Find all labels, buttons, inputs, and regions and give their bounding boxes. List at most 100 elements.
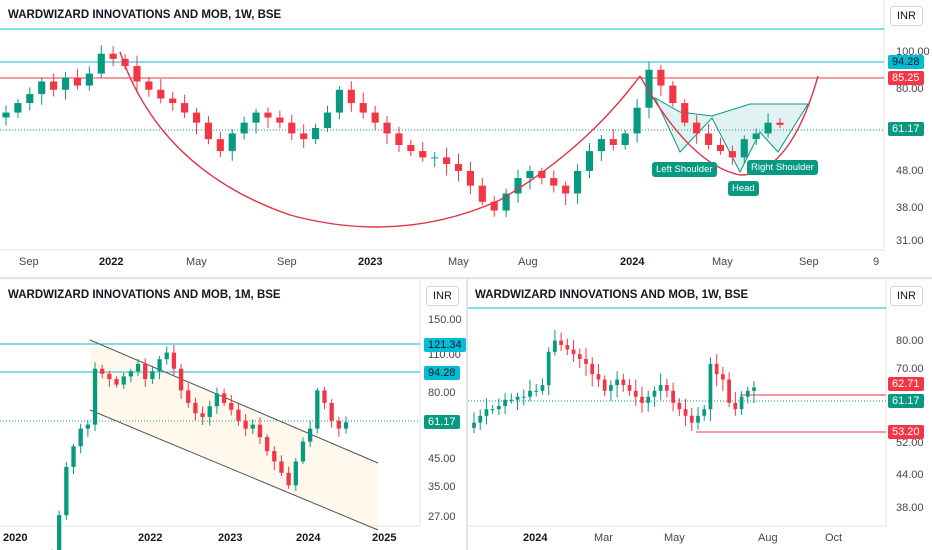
top-ytick: 38.00	[896, 202, 924, 214]
br-ytick: 38.00	[896, 502, 924, 514]
candle-body	[181, 103, 189, 113]
candle-body	[615, 379, 619, 386]
candle-body	[383, 122, 391, 134]
bottom-left-chart-canvas[interactable]	[0, 280, 466, 550]
horizontal-divider	[0, 277, 932, 279]
bl-ytick: 45.00	[428, 453, 456, 465]
bottom-left-currency-button[interactable]: INR	[426, 286, 459, 306]
candle-body	[621, 379, 626, 386]
candle-body	[443, 157, 451, 165]
candle-body	[515, 396, 520, 400]
bottom-right-currency-button[interactable]: INR	[890, 286, 923, 306]
br-last-price-tag: 61.17	[888, 394, 924, 408]
candle-body	[279, 461, 284, 473]
candle-body	[286, 472, 291, 486]
candle-body	[128, 371, 134, 377]
bl-level-tag-cyan-1: 121.34	[424, 338, 466, 352]
candle-body	[92, 368, 98, 425]
candle-body	[728, 151, 736, 158]
candle-body	[573, 170, 582, 194]
top-xtick: May	[186, 256, 207, 268]
candle-body	[733, 402, 738, 410]
candle-body	[85, 73, 93, 86]
candle-body	[584, 358, 588, 364]
candle-body	[696, 415, 700, 423]
top-xtick: 2022	[99, 256, 124, 268]
candle-body	[526, 170, 534, 179]
top-xtick: Sep	[277, 256, 297, 268]
bl-last-price-tag: 61.17	[424, 415, 460, 429]
candle-body	[243, 420, 248, 429]
candle-body	[640, 396, 644, 403]
candle-body	[683, 409, 688, 416]
candle-body	[78, 428, 83, 447]
candle-body	[38, 81, 46, 95]
candle-body	[658, 385, 663, 391]
candle-body	[300, 133, 308, 140]
candle-body	[514, 178, 522, 194]
candle-body	[478, 185, 486, 202]
top-chart-canvas[interactable]	[0, 0, 932, 276]
left-shoulder-label: Left Shoulder	[652, 162, 717, 177]
top-chart-panel[interactable]: WARDWIZARD INNOVATIONS AND MOB, 1W, BSE …	[0, 0, 932, 276]
candle-body	[323, 112, 332, 128]
br-ytick: 44.00	[896, 469, 924, 481]
top-ytick: 31.00	[896, 235, 924, 247]
bottom-left-chart-panel[interactable]: WARDWIZARD INNOVATIONS AND MOB, 1M, BSE …	[0, 280, 466, 550]
candle-body	[597, 139, 605, 152]
bl-ytick: 80.00	[428, 387, 456, 399]
candle-body	[472, 422, 476, 428]
candle-body	[645, 69, 653, 108]
candle-body	[178, 368, 184, 391]
br-ytick: 80.00	[896, 335, 924, 347]
candle-body	[145, 81, 153, 90]
candle-body	[371, 112, 379, 123]
candle-body	[347, 89, 355, 104]
candle-body	[157, 89, 165, 99]
candle-body	[193, 402, 198, 414]
top-currency-button[interactable]: INR	[890, 6, 923, 26]
candle-body	[602, 379, 607, 391]
candle-body	[100, 368, 105, 374]
candle-body	[466, 170, 474, 186]
candle-body	[633, 390, 638, 397]
candle-body	[359, 103, 367, 113]
top-xtick: 9	[873, 256, 880, 268]
candle-body	[689, 415, 694, 423]
top-xtick: Sep	[799, 256, 819, 268]
candle-body	[502, 193, 510, 211]
candle-body	[329, 402, 334, 421]
bl-ytick: 110.00	[428, 349, 461, 361]
candle-body	[293, 461, 298, 486]
candle-body	[64, 466, 69, 516]
br-xtick: Mar	[594, 532, 613, 544]
bl-xtick: 2020	[3, 532, 28, 544]
candle-body	[50, 81, 58, 90]
candle-body	[497, 405, 501, 410]
candle-body	[550, 178, 558, 186]
candle-body	[621, 133, 629, 145]
candle-body	[307, 428, 313, 442]
bottom-right-chart-panel[interactable]: WARDWIZARD INNOVATIONS AND MOB, 1W, BSE …	[468, 280, 932, 550]
candle-body	[553, 340, 557, 352]
candle-body	[133, 66, 141, 82]
candle-body	[509, 399, 514, 401]
candle-body	[250, 424, 255, 429]
candle-body	[716, 144, 725, 152]
candle-body	[740, 139, 748, 158]
candle-body	[150, 371, 155, 380]
candle-body	[300, 441, 306, 462]
candle-body	[315, 390, 320, 429]
candle-body	[677, 402, 682, 410]
candle-body	[646, 396, 651, 403]
candle-body	[114, 379, 119, 385]
candle-body	[240, 122, 248, 134]
candle-body	[171, 352, 177, 369]
top-xtick: May	[448, 256, 469, 268]
candle-body	[546, 351, 551, 386]
bottom-right-chart-canvas[interactable]	[468, 280, 932, 550]
candle-body	[169, 98, 177, 104]
candle-body	[419, 151, 427, 158]
bl-ytick: 35.00	[428, 481, 456, 493]
candle-body	[609, 385, 613, 391]
